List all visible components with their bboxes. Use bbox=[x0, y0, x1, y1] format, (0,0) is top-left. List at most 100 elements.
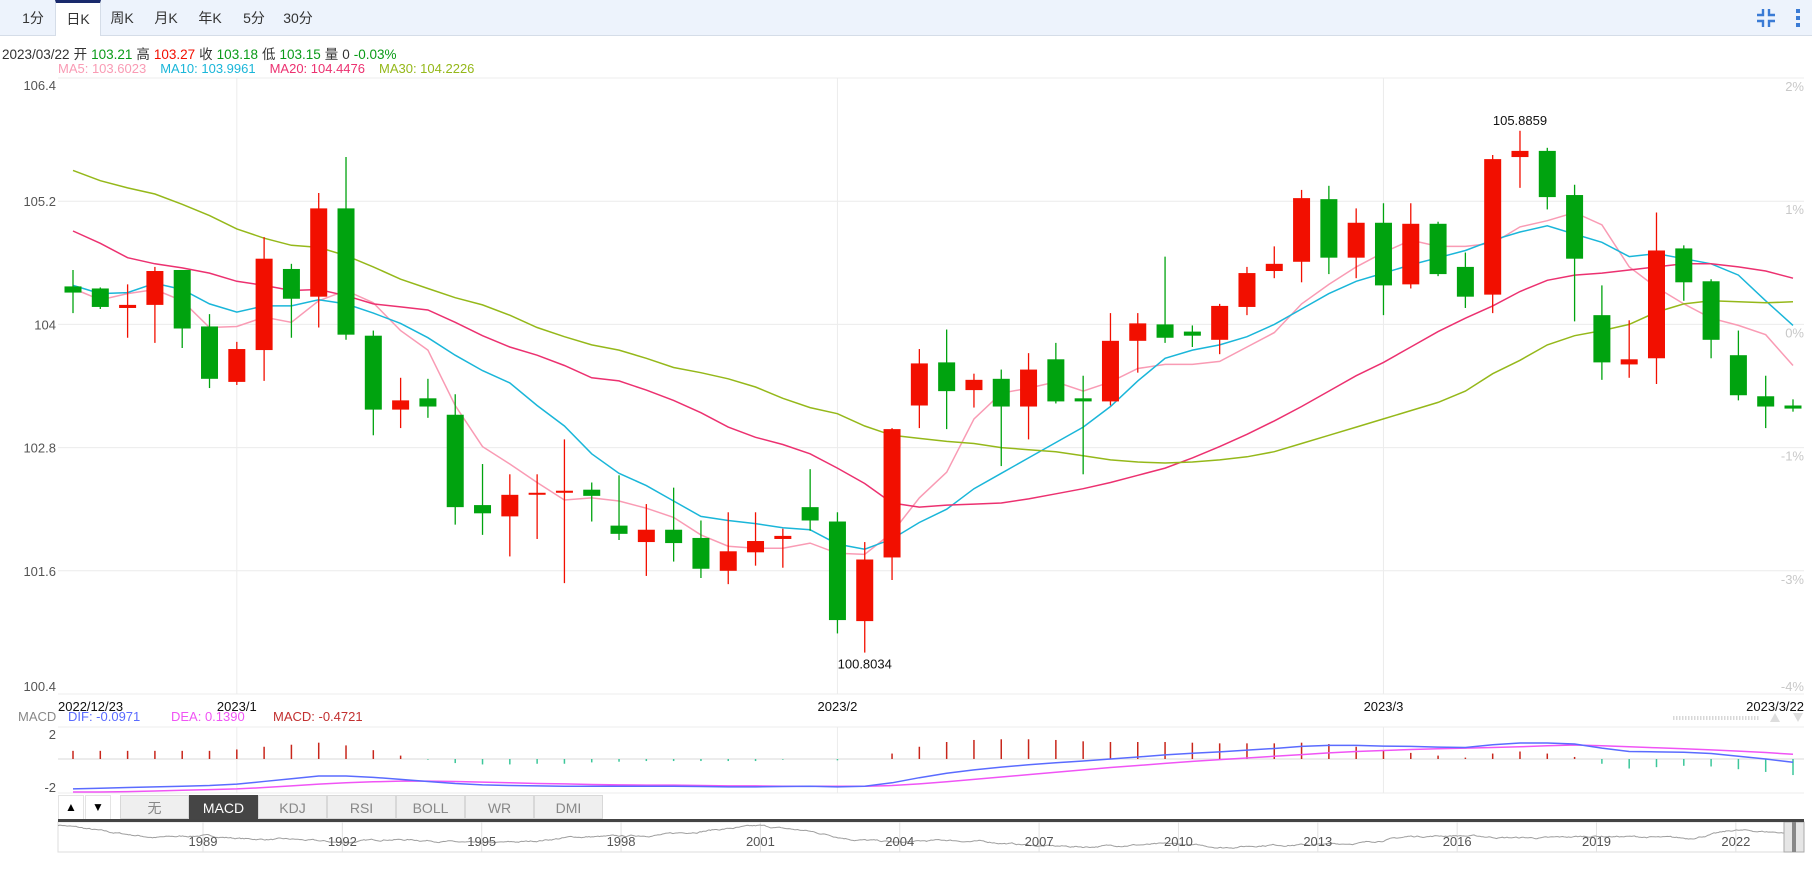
candle-body bbox=[228, 349, 246, 382]
change-percent: -0.03% bbox=[353, 47, 397, 62]
candle-body bbox=[1647, 250, 1665, 359]
tab-5min[interactable]: 5分 bbox=[243, 10, 265, 26]
candle-body bbox=[774, 535, 792, 539]
info-date: 2023/03/22 bbox=[2, 47, 70, 62]
x-axis-date-label: 2023/3 bbox=[1364, 699, 1404, 714]
candle-body bbox=[938, 362, 956, 392]
candle-body bbox=[1129, 323, 1147, 341]
x-axis-date-label: 2023/3/22 bbox=[1746, 699, 1804, 714]
tab-weekly-k[interactable]: 周K bbox=[110, 10, 134, 26]
navigator-handle-grip[interactable] bbox=[1792, 822, 1796, 852]
y-axis-label: 101.6 bbox=[23, 564, 56, 579]
candle-body bbox=[992, 378, 1010, 407]
indicator-tab-dmi[interactable]: DMI bbox=[534, 795, 603, 819]
dea-line bbox=[73, 744, 1794, 793]
candle-body bbox=[1402, 223, 1420, 285]
indicator-down-button[interactable]: ▼ bbox=[85, 795, 111, 820]
max-price-label: 105.8859 bbox=[1493, 113, 1547, 128]
tab-30min[interactable]: 30分 bbox=[283, 10, 313, 26]
y-axis-label: 104 bbox=[34, 317, 56, 332]
indicator-up-button[interactable]: ▲ bbox=[58, 795, 84, 820]
tab-daily-k[interactable]: 日K bbox=[55, 0, 101, 36]
candle-body bbox=[1566, 195, 1584, 259]
ma10-legend: MA10: 103.9961 bbox=[160, 61, 256, 76]
ma10-line bbox=[72, 225, 1794, 550]
candle-body bbox=[201, 326, 219, 379]
candle-body bbox=[392, 400, 410, 410]
percent-axis-label: 2% bbox=[1785, 79, 1804, 94]
tab-monthly-k[interactable]: 月K bbox=[154, 10, 178, 26]
candle-body bbox=[747, 541, 765, 553]
tab-yearly-k[interactable]: 年K bbox=[198, 10, 222, 26]
candle-body bbox=[801, 507, 819, 521]
period-toolbar: 1分 日K 周K 月K 年K 5分 30分 bbox=[0, 0, 1812, 36]
candle-body bbox=[610, 525, 628, 534]
navigator-year-label: 2022 bbox=[1721, 834, 1750, 849]
navigator-top-bar bbox=[58, 819, 1804, 822]
x-axis-date-label: 2023/1 bbox=[217, 699, 257, 714]
candle-body bbox=[1484, 159, 1502, 295]
ohlc-info-line: 2023/03/22 开 103.21 高 103.27 收 103.18 低 103.15 量 0… bbox=[2, 43, 401, 63]
navigator-year-label: 1995 bbox=[467, 834, 496, 849]
candle-body bbox=[1538, 150, 1556, 198]
candle-body bbox=[119, 304, 137, 308]
candle-body bbox=[1211, 305, 1229, 340]
candle-body bbox=[1429, 223, 1447, 275]
scroll-down-icon[interactable] bbox=[1793, 713, 1803, 722]
navigator-year-label: 2019 bbox=[1582, 834, 1611, 849]
navigator-frame[interactable] bbox=[57, 821, 1805, 853]
candle-body bbox=[1784, 405, 1802, 409]
percent-axis-label: -3% bbox=[1781, 572, 1805, 587]
candle-body bbox=[965, 379, 983, 391]
candle-body bbox=[146, 271, 164, 305]
more-vertical-icon[interactable] bbox=[1786, 6, 1810, 30]
candle-body bbox=[310, 208, 328, 297]
candle-body bbox=[1156, 324, 1174, 338]
candle-body bbox=[637, 529, 655, 543]
navigator-year-label: 2007 bbox=[1025, 834, 1054, 849]
open-label: 开 bbox=[73, 47, 88, 62]
ma5-legend: MA5: 103.6023 bbox=[58, 61, 147, 76]
tab-1min[interactable]: 1分 bbox=[22, 10, 44, 26]
navigator-year-label: 2004 bbox=[885, 834, 914, 849]
candle-body bbox=[1074, 398, 1092, 402]
candle-body bbox=[1347, 222, 1365, 258]
candle-body bbox=[1593, 315, 1611, 363]
candle-body bbox=[173, 269, 191, 329]
y-axis-label: 105.2 bbox=[23, 194, 56, 209]
indicator-tab-rsi[interactable]: RSI bbox=[327, 795, 396, 819]
candle-body bbox=[1183, 331, 1201, 336]
candle-body bbox=[91, 288, 109, 307]
y-axis-label: 106.4 bbox=[23, 78, 56, 93]
indicator-tab-none[interactable]: 无 bbox=[120, 795, 189, 819]
y-axis-label: 100.4 bbox=[23, 679, 56, 694]
candle-body bbox=[1456, 266, 1474, 297]
low-value: 103.15 bbox=[279, 47, 321, 62]
navigator-year-label: 2010 bbox=[1164, 834, 1193, 849]
indicator-tab-kdj[interactable]: KDJ bbox=[258, 795, 327, 819]
navigator-history-line bbox=[57, 824, 1790, 849]
candle-body bbox=[1620, 359, 1638, 365]
candle-body bbox=[1293, 198, 1311, 262]
percent-axis-label: 1% bbox=[1785, 202, 1804, 217]
candle-body bbox=[1320, 199, 1338, 258]
compress-icon[interactable] bbox=[1754, 6, 1778, 30]
volume-value: 0 bbox=[342, 47, 350, 62]
candle-body bbox=[364, 335, 382, 410]
candle-body bbox=[282, 268, 300, 299]
indicator-tab-wr[interactable]: WR bbox=[465, 795, 534, 819]
candle-body bbox=[583, 489, 601, 496]
candle-body bbox=[1101, 340, 1119, 402]
scroll-up-icon[interactable] bbox=[1770, 713, 1780, 722]
candle-body bbox=[910, 363, 928, 406]
close-value: 103.18 bbox=[216, 47, 258, 62]
volume-label: 量 bbox=[324, 47, 339, 62]
close-label: 收 bbox=[199, 47, 213, 62]
ma20-line bbox=[72, 230, 1794, 508]
candle-body bbox=[1757, 396, 1775, 407]
indicator-tab-boll[interactable]: BOLL bbox=[396, 795, 465, 819]
ma5-line bbox=[72, 211, 1794, 556]
navigator-year-label: 1992 bbox=[328, 834, 357, 849]
indicator-tab-macd[interactable]: MACD bbox=[189, 795, 258, 819]
